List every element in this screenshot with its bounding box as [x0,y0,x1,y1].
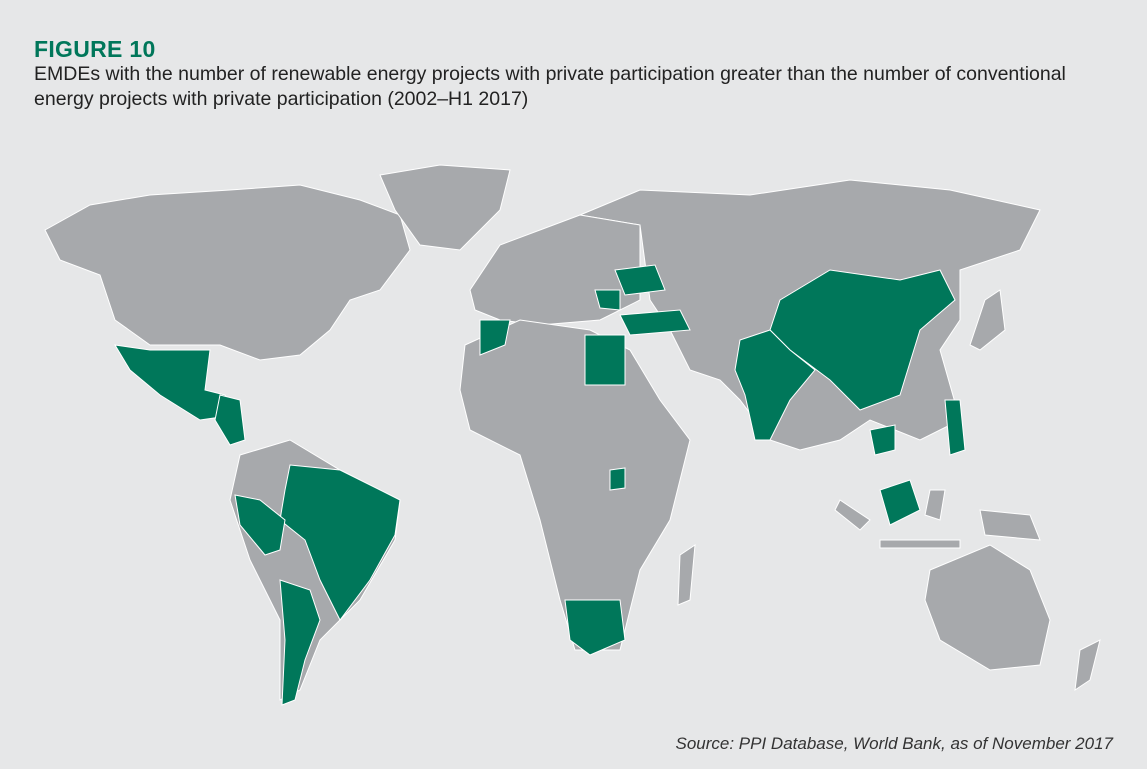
country [835,500,870,530]
figure-title: EMDEs with the number of renewable energ… [34,62,1094,112]
country [880,540,960,548]
highlighted-country [585,335,625,385]
country [45,185,410,360]
country [925,490,945,520]
country [980,510,1040,540]
highlighted-country [880,480,920,525]
map-land [45,165,1100,705]
highlighted-country [620,310,690,335]
figure-label: FIGURE 10 [34,36,156,63]
highlighted-country [215,395,245,445]
world-map [0,0,1147,769]
highlighted-country [945,400,965,455]
country [1075,640,1100,690]
country [970,290,1005,350]
country [678,545,695,605]
highlighted-country [610,468,625,490]
page: FIGURE 10 EMDEs with the number of renew… [0,0,1147,769]
source-note: Source: PPI Database, World Bank, as of … [675,734,1113,754]
country [925,545,1050,670]
highlighted-country [870,425,895,455]
